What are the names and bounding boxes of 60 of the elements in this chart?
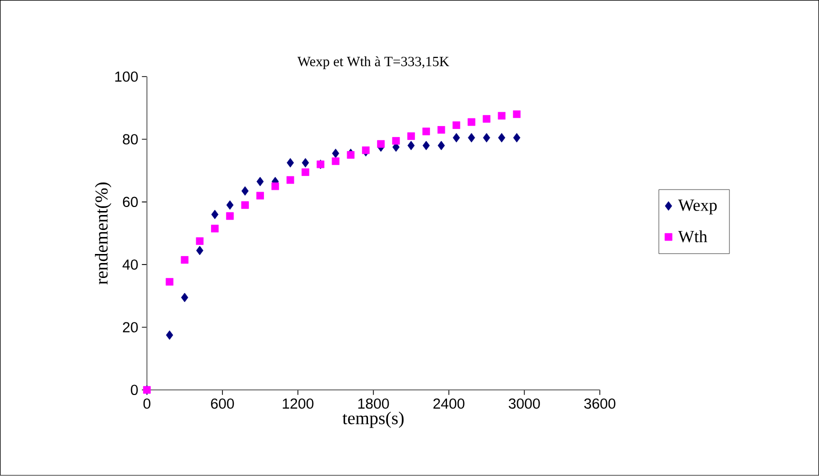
y-axis-title: rendement(%) — [94, 182, 112, 285]
point — [332, 148, 340, 158]
x-tick-label: 2400 — [433, 398, 464, 409]
point — [211, 224, 219, 233]
point — [437, 126, 446, 134]
point — [332, 158, 340, 166]
point — [346, 151, 355, 159]
y-tick-label: 100 — [115, 72, 138, 82]
point — [196, 238, 204, 246]
x-tick-label: 3600 — [584, 398, 616, 409]
x-axis-title: temps(s) — [342, 412, 404, 428]
legend-label: Wth — [678, 230, 708, 243]
point — [241, 201, 249, 210]
y-tick-label: 40 — [122, 260, 138, 270]
point — [407, 132, 415, 140]
point — [408, 141, 415, 150]
point — [422, 128, 430, 136]
point — [302, 158, 310, 168]
point — [271, 182, 280, 190]
point — [513, 133, 520, 143]
x-tick-label: 3000 — [508, 398, 540, 409]
point — [241, 186, 249, 196]
point — [483, 133, 490, 143]
point — [498, 112, 506, 120]
point — [498, 133, 506, 143]
legend-label: Wexp — [678, 200, 717, 215]
x-tick-label: 0 — [143, 398, 150, 409]
point — [392, 137, 400, 145]
point — [226, 200, 234, 210]
point — [468, 118, 476, 126]
y-tick-label: 60 — [122, 197, 138, 208]
point — [482, 115, 490, 123]
point — [422, 141, 430, 150]
y-tick-label: 80 — [122, 134, 138, 145]
point — [362, 146, 370, 154]
x-tick-label: 1200 — [282, 398, 314, 409]
point — [377, 140, 385, 148]
chart-title: Wexp et Wth à T=333,15K — [297, 56, 450, 70]
point — [256, 177, 264, 186]
point — [392, 142, 400, 152]
point — [166, 330, 174, 340]
point — [438, 141, 445, 150]
point — [181, 293, 188, 302]
point — [286, 158, 294, 168]
x-tick-label: 600 — [211, 398, 234, 409]
point — [226, 212, 234, 220]
point — [211, 210, 218, 220]
point — [256, 192, 264, 200]
x-tick-label: 1800 — [358, 398, 389, 409]
point — [452, 122, 460, 130]
point — [468, 133, 476, 143]
point — [512, 110, 521, 118]
point — [196, 246, 204, 256]
point — [286, 176, 294, 184]
point — [180, 256, 188, 264]
point — [302, 168, 310, 176]
point — [452, 133, 460, 143]
y-tick-label: 0 — [130, 384, 138, 396]
point — [166, 278, 174, 286]
y-tick-label: 20 — [122, 322, 138, 333]
